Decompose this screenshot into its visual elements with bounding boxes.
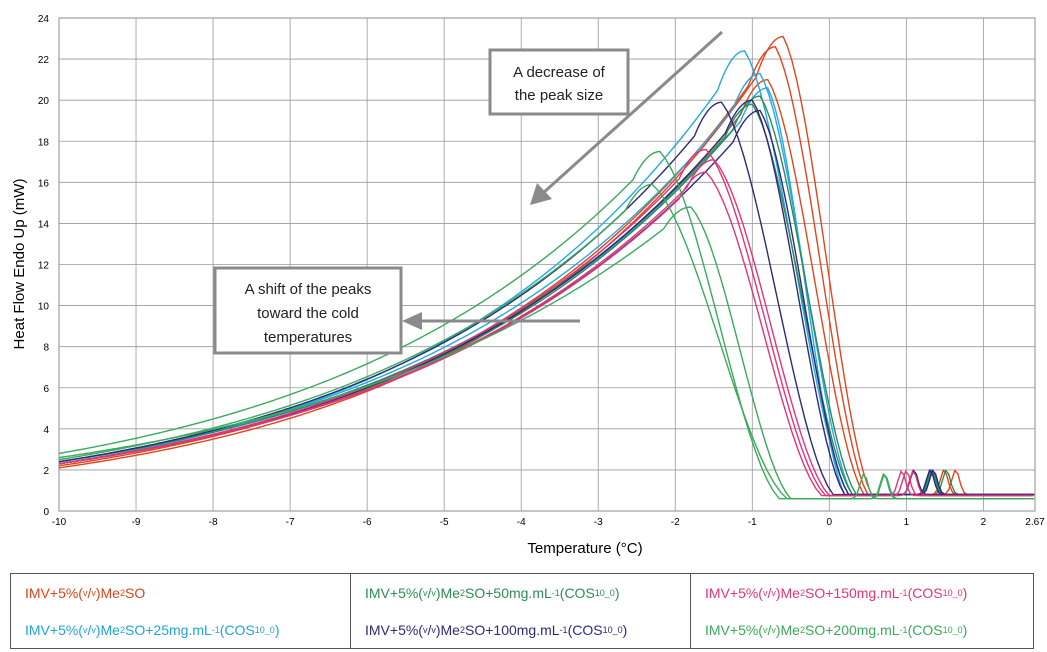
legend-item-50mg: IMV+5%(v / v)Me 2 SO+50mg.mL -1 (COS 10_0) bbox=[365, 584, 620, 601]
y-tick-label: 18 bbox=[38, 137, 50, 148]
legend-item-100mg: IMV+5%(v / v)Me 2 SO+100mg.mL -1 (COS 10_0) bbox=[365, 621, 628, 638]
annotation-peak-size: A decrease of the peak size bbox=[488, 30, 724, 205]
annotation-shift-line-2: toward the cold bbox=[257, 305, 359, 322]
legend-item-200mg: IMV+5%(v / v)Me 2 SO+200mg.mL -1 (COS 10_0) bbox=[705, 621, 968, 638]
annotation-box-decrease bbox=[488, 48, 630, 116]
y-axis-title: Heat Flow Endo Up (mW) bbox=[11, 179, 28, 350]
y-tick-label: 12 bbox=[38, 261, 50, 272]
x-axis-title: Temperature (°C) bbox=[527, 540, 642, 557]
x-tick-label: -10 bbox=[52, 517, 67, 528]
y-tick-label: 4 bbox=[43, 425, 49, 436]
legend: IMV+5%(v / v)Me 2 SO IMV+5%(v / v)Me 2 SO+25mg.m… bbox=[10, 573, 1034, 649]
y-tick-label: 16 bbox=[38, 178, 50, 189]
y-tick-label: 24 bbox=[38, 14, 50, 25]
legend-column-1: IMV+5%(v / v)Me 2 SO IMV+5%(v / v)Me 2 SO+25mg.m… bbox=[11, 574, 351, 648]
y-tick-label: 10 bbox=[38, 302, 50, 313]
y-tick-label: 8 bbox=[43, 343, 49, 354]
y-tick-label: 20 bbox=[38, 96, 50, 107]
x-tick-label: -5 bbox=[440, 517, 449, 528]
x-tick-label: -9 bbox=[132, 517, 141, 528]
x-tick-label: 1 bbox=[904, 517, 910, 528]
series-curve-4-0 bbox=[58, 148, 1033, 497]
y-tick-label: 0 bbox=[43, 507, 49, 518]
y-tick-label: 6 bbox=[43, 384, 49, 395]
series-curve-4-2 bbox=[58, 171, 1032, 497]
x-tick-label: -3 bbox=[594, 517, 603, 528]
decrease-arrow-head bbox=[530, 183, 552, 205]
legend-item-150mg: IMV+5%(v / v)Me 2 SO+150mg.mL -1 (COS 10_0) bbox=[705, 584, 968, 601]
x-tick-label: -8 bbox=[209, 517, 218, 528]
legend-column-2: IMV+5%(v / v)Me 2 SO+50mg.mL -1 (COS 10_0) IMV+… bbox=[351, 574, 691, 648]
x-tick-label: -4 bbox=[517, 517, 526, 528]
x-tick-label: 0 bbox=[827, 517, 833, 528]
x-tick-labels: -10 -9 -8 -7 -6 -5 -4 -3 -2 -1 0 1 2 2.67 bbox=[52, 517, 1045, 528]
shift-arrow-head bbox=[402, 312, 422, 330]
annotation-decrease-line-2: the peak size bbox=[515, 87, 603, 104]
y-tick-label: 14 bbox=[38, 219, 50, 230]
annotation-decrease-line-1: A decrease of bbox=[513, 64, 606, 81]
x-tick-label: -7 bbox=[286, 517, 295, 528]
x-tick-label: -2 bbox=[671, 517, 680, 528]
annotation-peak-shift: A shift of the peaks toward the cold tem… bbox=[213, 266, 580, 355]
annotation-shift-line-3: temperatures bbox=[264, 329, 352, 346]
y-tick-label: 2 bbox=[43, 466, 49, 477]
curves bbox=[58, 35, 1035, 500]
decrease-arrow-line bbox=[540, 30, 724, 196]
series-curve-5-2 bbox=[58, 206, 1032, 500]
x-tick-label: -6 bbox=[363, 517, 372, 528]
legend-item-25mg: IMV+5%(v / v)Me 2 SO+25mg.mL -1 (COS 10_0) bbox=[25, 621, 280, 638]
annotation-shift-line-1: A shift of the peaks bbox=[245, 281, 372, 298]
y-tick-label: 22 bbox=[38, 55, 50, 66]
annotation-box-shift bbox=[213, 266, 403, 355]
legend-item-control: IMV+5%(v / v)Me 2 SO bbox=[25, 584, 146, 601]
legend-column-3: IMV+5%(v / v)Me 2 SO+150mg.mL -1 (COS 10_0) IMV… bbox=[691, 574, 1033, 648]
x-tick-label: -1 bbox=[748, 517, 757, 528]
dsc-line-chart: -10 -9 -8 -7 -6 -5 -4 -3 -2 -1 0 1 2 2.67 02468101214… bbox=[11, 14, 1045, 557]
x-tick-label: 2 bbox=[981, 517, 987, 528]
x-tick-label: 2.67 bbox=[1025, 517, 1045, 528]
